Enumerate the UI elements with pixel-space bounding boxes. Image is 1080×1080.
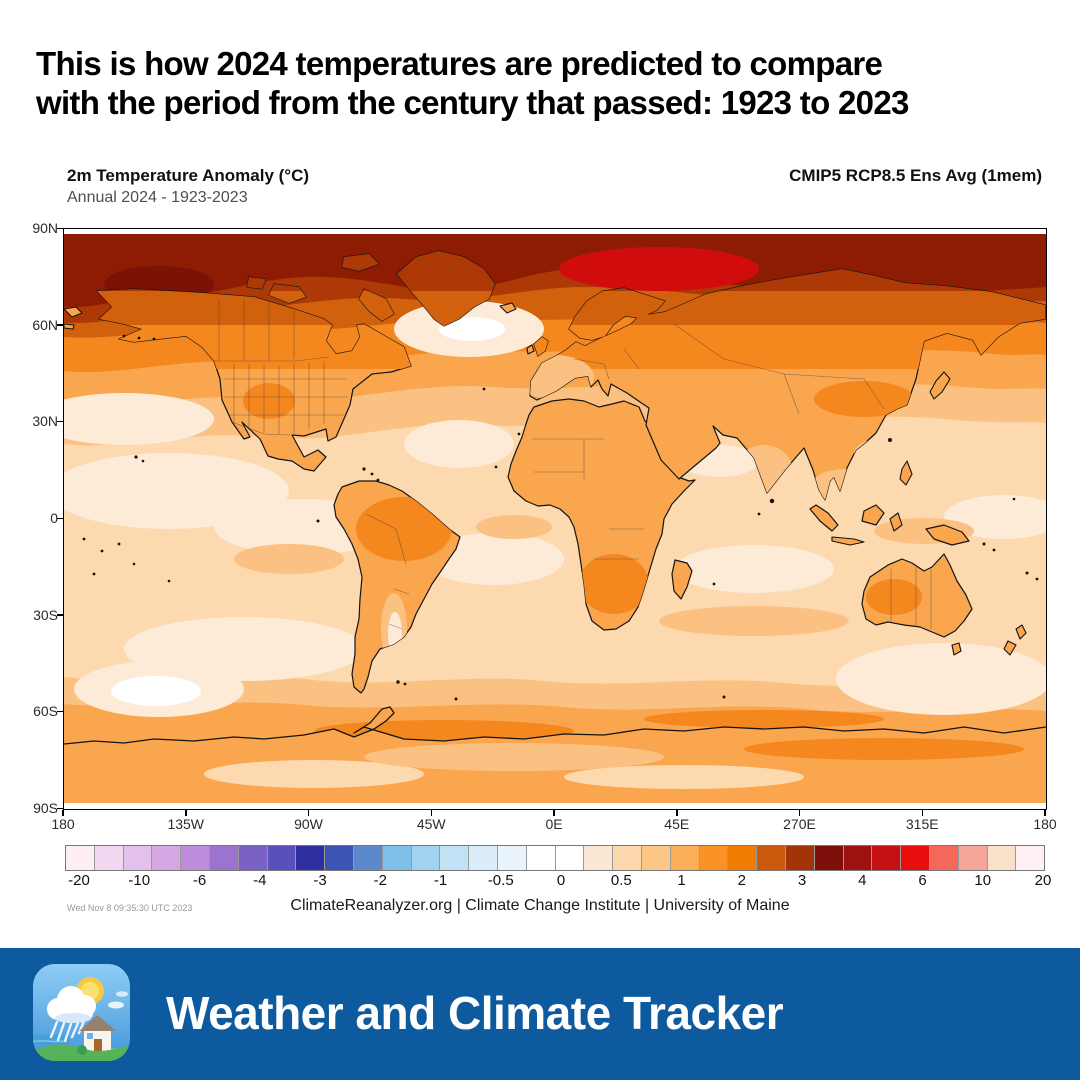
lat-tick bbox=[57, 420, 63, 423]
lat-label-90S: 90S bbox=[33, 800, 58, 816]
colorbar-cell bbox=[584, 846, 614, 870]
colorbar-cell bbox=[757, 846, 786, 870]
colorbar-cell bbox=[209, 846, 239, 870]
colorbar-cell bbox=[66, 846, 95, 870]
attribution: ClimateReanalyzer.org | Climate Change I… bbox=[290, 897, 790, 914]
colorbar-tick-label--0.5: -0.5 bbox=[487, 872, 514, 889]
lat-tick bbox=[57, 614, 63, 616]
lon-tick bbox=[185, 810, 187, 816]
lon-tick bbox=[1044, 810, 1046, 816]
lon-label-45E-5: 45E bbox=[664, 816, 690, 832]
lat-label-90N: 90N bbox=[32, 220, 58, 236]
colorbar-cell bbox=[267, 846, 297, 870]
timestamp: Wed Nov 8 09:35:30 UTC 2023 bbox=[67, 903, 193, 913]
colorbar-cell bbox=[469, 846, 498, 870]
lon-label-45W-3: 45W bbox=[416, 816, 446, 832]
colorbar-cell bbox=[440, 846, 470, 870]
colorbar-cell bbox=[526, 846, 556, 870]
colorbar-cell bbox=[296, 846, 326, 870]
app-title: Weather and Climate Tracker bbox=[166, 987, 784, 1039]
lon-label-270E-6: 270E bbox=[783, 816, 816, 832]
lon-label-0E-4: 0E bbox=[545, 816, 563, 832]
colorbar-cell bbox=[411, 846, 441, 870]
lat-tick bbox=[57, 710, 63, 713]
colorbar-tick-label--4: -4 bbox=[253, 872, 267, 889]
map-title: 2m Temperature Anomaly (°C) bbox=[67, 166, 310, 185]
colorbar-cell bbox=[958, 846, 988, 870]
lat-label-30N: 30N bbox=[32, 413, 58, 430]
lon-tick bbox=[307, 810, 310, 816]
colorbar-cell bbox=[901, 846, 930, 870]
lat-label-0: 0 bbox=[50, 510, 58, 526]
lon-tick bbox=[62, 810, 64, 816]
colorbar-cell bbox=[670, 846, 700, 870]
weather-app-icon bbox=[33, 964, 130, 1061]
lon-label-90W-2: 90W bbox=[294, 816, 323, 832]
lat-tick bbox=[57, 517, 63, 519]
map-subtitle: Annual 2024 - 1923-2023 bbox=[67, 189, 248, 206]
colorbar-cell bbox=[123, 846, 153, 870]
lon-tick bbox=[430, 810, 432, 816]
colorbar-cell bbox=[843, 846, 873, 870]
colorbar-cell bbox=[785, 846, 815, 870]
lon-label-180-8: 180 bbox=[1033, 816, 1057, 832]
colorbar-tick-label--2: -2 bbox=[373, 872, 387, 889]
colorbar-cell bbox=[613, 846, 642, 870]
lat-tick bbox=[57, 324, 63, 326]
lon-label-315E-7: 315E bbox=[905, 816, 939, 832]
colorbar-tick-label-0.5: 0.5 bbox=[610, 872, 632, 889]
colorbar-cell bbox=[325, 846, 354, 870]
colorbar-cell bbox=[353, 846, 383, 870]
colorbar-cell bbox=[181, 846, 210, 870]
colorbar-cell bbox=[728, 846, 758, 870]
lat-label-30S: 30S bbox=[33, 606, 58, 623]
colorbar-tick-label--10: -10 bbox=[128, 872, 151, 889]
lon-label-180-0: 180 bbox=[51, 816, 75, 832]
lon-tick bbox=[676, 810, 678, 816]
colorbar-tick-label-0: 0 bbox=[556, 872, 566, 889]
lat-tick bbox=[57, 807, 63, 809]
headline-line-1: This is how 2024 temperatures are predic… bbox=[36, 45, 883, 82]
colorbar-tick-label-20: 20 bbox=[1034, 872, 1052, 889]
lat-tick bbox=[57, 227, 63, 229]
house-icon bbox=[79, 1015, 116, 1051]
colorbar-tick-label--20: -20 bbox=[68, 872, 90, 889]
colorbar-cell bbox=[238, 846, 268, 870]
headline: This is how 2024 temperatures are predic… bbox=[36, 44, 1046, 122]
lon-tick bbox=[798, 810, 801, 816]
colorbar bbox=[65, 845, 1045, 871]
colorbar-tick-label-6: 6 bbox=[918, 872, 927, 889]
colorbar-tick-label-2: 2 bbox=[737, 872, 746, 889]
colorbar-tick-label-4: 4 bbox=[858, 872, 867, 889]
colorbar-tick-label-1: 1 bbox=[677, 872, 686, 889]
colorbar-cell bbox=[814, 846, 844, 870]
colorbar-cell bbox=[497, 846, 527, 870]
map-model-label: CMIP5 RCP8.5 Ens Avg (1mem) bbox=[789, 166, 1042, 185]
lon-label-135W-1: 135W bbox=[167, 816, 205, 832]
colorbar-tick-label--1: -1 bbox=[433, 872, 448, 889]
colorbar-cell bbox=[987, 846, 1017, 870]
world-map bbox=[64, 229, 1046, 809]
lat-label-60N: 60N bbox=[32, 316, 58, 333]
colorbar-cell bbox=[382, 846, 412, 870]
colorbar-tick-label--6: -6 bbox=[192, 872, 207, 889]
colorbar-cell bbox=[929, 846, 959, 870]
colorbar-cell bbox=[555, 846, 585, 870]
colorbar-cell bbox=[699, 846, 729, 870]
colorbar-tick-label--3: -3 bbox=[313, 872, 327, 889]
lon-tick bbox=[921, 810, 923, 816]
colorbar-tick-label-10: 10 bbox=[974, 872, 992, 889]
weather-icon-art bbox=[33, 964, 130, 1061]
colorbar-cell bbox=[641, 846, 671, 870]
footer-banner: Weather and Climate Tracker bbox=[0, 948, 1080, 1080]
colorbar-cell bbox=[152, 846, 182, 870]
colorbar-tick-label-3: 3 bbox=[797, 872, 807, 889]
lon-tick bbox=[553, 810, 555, 816]
colorbar-cell bbox=[872, 846, 902, 870]
lat-label-60S: 60S bbox=[33, 703, 58, 720]
colorbar-cell bbox=[94, 846, 124, 870]
headline-line-2: with the period from the century that pa… bbox=[36, 84, 909, 121]
colorbar-cell bbox=[1016, 846, 1045, 870]
world-map-plot bbox=[63, 228, 1047, 810]
